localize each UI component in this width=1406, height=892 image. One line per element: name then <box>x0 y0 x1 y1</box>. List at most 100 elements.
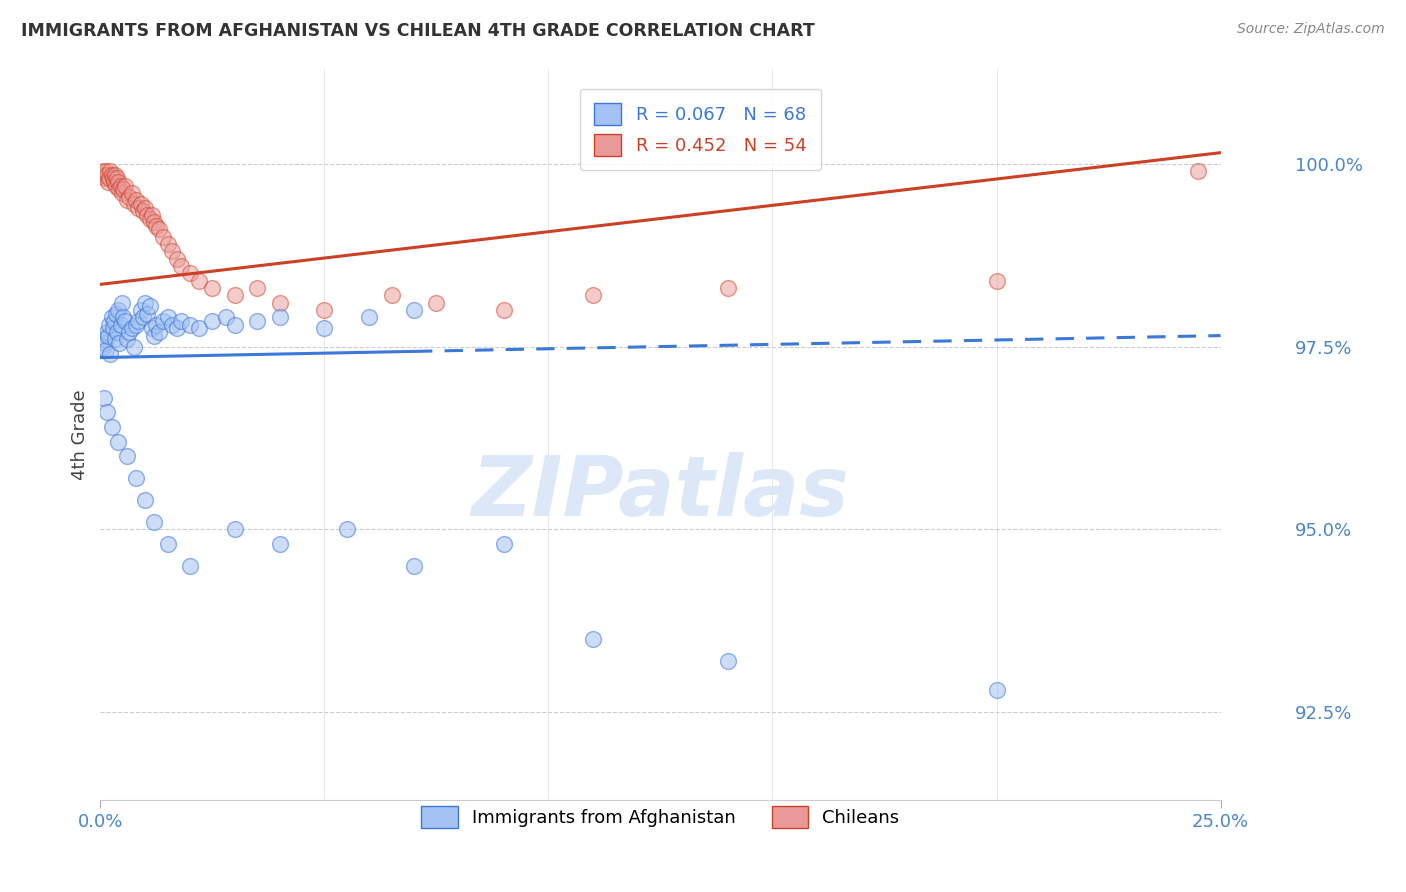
Point <box>143 515 166 529</box>
Point <box>141 321 163 335</box>
Point <box>152 314 174 328</box>
Point <box>145 219 167 233</box>
Point <box>160 244 183 259</box>
Point <box>269 537 291 551</box>
Point <box>156 537 179 551</box>
Point <box>94 335 117 350</box>
Point <box>381 288 404 302</box>
Point <box>91 164 114 178</box>
Point <box>492 303 515 318</box>
Point <box>127 314 149 328</box>
Point <box>582 632 605 647</box>
Point <box>134 201 156 215</box>
Point <box>125 471 148 485</box>
Point <box>94 171 117 186</box>
Point <box>582 288 605 302</box>
Point <box>148 222 170 236</box>
Point <box>314 321 336 335</box>
Point <box>107 303 129 318</box>
Point <box>115 332 138 346</box>
Point <box>111 186 134 200</box>
Point <box>91 340 114 354</box>
Point <box>129 303 152 318</box>
Point <box>246 314 269 328</box>
Point <box>201 314 224 328</box>
Point <box>132 204 155 219</box>
Point <box>98 171 121 186</box>
Point <box>160 318 183 332</box>
Point <box>269 310 291 325</box>
Point <box>114 178 136 193</box>
Point <box>215 310 238 325</box>
Point <box>105 325 128 339</box>
Point <box>187 274 209 288</box>
Point <box>156 310 179 325</box>
Point <box>166 252 188 266</box>
Point <box>104 332 127 346</box>
Point <box>224 523 246 537</box>
Point <box>108 182 131 196</box>
Point <box>717 281 740 295</box>
Point <box>143 215 166 229</box>
Point <box>132 310 155 325</box>
Point <box>111 182 134 196</box>
Point <box>101 321 124 335</box>
Point <box>717 654 740 668</box>
Point <box>110 318 132 332</box>
Point <box>122 340 145 354</box>
Point <box>170 259 193 273</box>
Point <box>425 295 447 310</box>
Point <box>179 266 201 280</box>
Point <box>224 318 246 332</box>
Point <box>93 332 115 346</box>
Point <box>187 321 209 335</box>
Point <box>104 168 127 182</box>
Point <box>148 325 170 339</box>
Point <box>103 175 125 189</box>
Point <box>97 328 120 343</box>
Point <box>136 307 159 321</box>
Point <box>100 168 122 182</box>
Point <box>166 321 188 335</box>
Point <box>129 197 152 211</box>
Point <box>93 168 115 182</box>
Point <box>103 314 125 328</box>
Point <box>201 281 224 295</box>
Point <box>98 318 121 332</box>
Point <box>134 295 156 310</box>
Point <box>100 420 122 434</box>
Point <box>105 178 128 193</box>
Point <box>359 310 381 325</box>
Legend: Immigrants from Afghanistan, Chileans: Immigrants from Afghanistan, Chileans <box>415 798 907 835</box>
Point <box>94 164 117 178</box>
Point <box>152 229 174 244</box>
Point <box>125 318 148 332</box>
Point <box>134 493 156 508</box>
Point <box>100 310 122 325</box>
Point <box>121 321 143 335</box>
Point <box>118 189 141 203</box>
Point <box>97 175 120 189</box>
Point <box>107 175 129 189</box>
Point <box>145 318 167 332</box>
Point <box>138 299 160 313</box>
Point <box>121 186 143 200</box>
Point <box>96 325 118 339</box>
Point <box>127 201 149 215</box>
Point <box>93 391 115 405</box>
Point <box>156 237 179 252</box>
Y-axis label: 4th Grade: 4th Grade <box>72 389 89 480</box>
Point <box>122 197 145 211</box>
Point <box>111 310 134 325</box>
Point <box>96 168 118 182</box>
Point <box>269 295 291 310</box>
Point <box>114 314 136 328</box>
Point <box>986 683 1008 698</box>
Point <box>1187 164 1209 178</box>
Point <box>246 281 269 295</box>
Point <box>115 193 138 207</box>
Point <box>105 171 128 186</box>
Point <box>336 523 359 537</box>
Point <box>402 303 425 318</box>
Text: ZIPatlas: ZIPatlas <box>471 452 849 533</box>
